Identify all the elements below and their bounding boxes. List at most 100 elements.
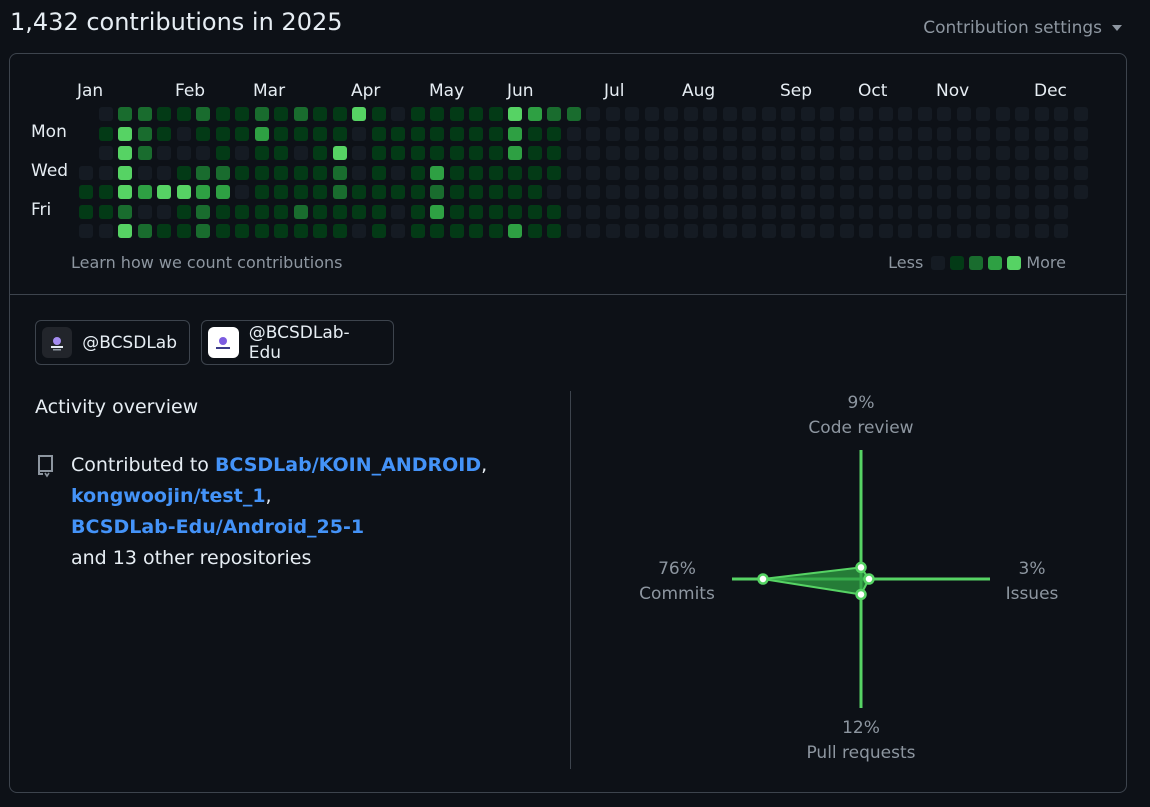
contribution-day-cell[interactable] xyxy=(274,126,288,141)
contribution-day-cell[interactable] xyxy=(410,107,425,121)
contribution-day-cell[interactable] xyxy=(98,107,113,121)
contribution-day-cell[interactable] xyxy=(956,204,971,219)
contribution-day-cell[interactable] xyxy=(566,204,581,219)
contribution-day-cell[interactable] xyxy=(332,107,347,121)
contribution-day-cell[interactable] xyxy=(1034,146,1049,160)
contribution-day-cell[interactable] xyxy=(313,107,327,121)
contribution-day-cell[interactable] xyxy=(800,224,815,238)
contribution-day-cell[interactable] xyxy=(644,185,659,199)
contribution-day-cell[interactable] xyxy=(742,107,756,121)
contribution-day-cell[interactable] xyxy=(878,185,893,199)
contribution-day-cell[interactable] xyxy=(469,185,483,199)
contribution-day-cell[interactable] xyxy=(1054,224,1068,238)
contribution-day-cell[interactable] xyxy=(742,224,756,238)
contribution-day-cell[interactable] xyxy=(118,224,132,238)
contribution-day-cell[interactable] xyxy=(157,146,171,160)
contribution-day-cell[interactable] xyxy=(781,185,795,199)
contribution-day-cell[interactable] xyxy=(176,107,191,121)
contribution-day-cell[interactable] xyxy=(1034,107,1049,121)
contribution-day-cell[interactable] xyxy=(547,224,561,238)
contribution-day-cell[interactable] xyxy=(449,165,464,180)
contribution-day-cell[interactable] xyxy=(625,107,639,121)
contribution-day-cell[interactable] xyxy=(1054,165,1068,180)
contribution-day-cell[interactable] xyxy=(956,165,971,180)
contribution-day-cell[interactable] xyxy=(878,165,893,180)
contribution-day-cell[interactable] xyxy=(98,146,113,160)
contribution-day-cell[interactable] xyxy=(488,146,503,160)
contribution-day-cell[interactable] xyxy=(800,165,815,180)
contribution-day-cell[interactable] xyxy=(293,204,308,219)
contribution-day-cell[interactable] xyxy=(352,224,366,238)
contribution-day-cell[interactable] xyxy=(449,204,464,219)
contribution-day-cell[interactable] xyxy=(352,146,366,160)
contribution-day-cell[interactable] xyxy=(878,126,893,141)
contribution-day-cell[interactable] xyxy=(683,165,698,180)
contribution-day-cell[interactable] xyxy=(605,204,620,219)
contribution-day-cell[interactable] xyxy=(937,185,951,199)
contribution-day-cell[interactable] xyxy=(683,107,698,121)
contribution-day-cell[interactable] xyxy=(547,146,561,160)
contribution-day-cell[interactable] xyxy=(137,146,152,160)
contribution-day-cell[interactable] xyxy=(878,204,893,219)
contribution-day-cell[interactable] xyxy=(410,185,425,199)
contribution-day-cell[interactable] xyxy=(547,165,561,180)
contribution-day-cell[interactable] xyxy=(898,165,912,180)
contribution-day-cell[interactable] xyxy=(937,224,951,238)
contribution-day-cell[interactable] xyxy=(391,224,405,238)
learn-contributions-link[interactable]: Learn how we count contributions xyxy=(71,253,343,272)
contribution-day-cell[interactable] xyxy=(917,185,932,199)
contribution-day-cell[interactable] xyxy=(488,185,503,199)
contribution-day-cell[interactable] xyxy=(391,126,405,141)
contribution-day-cell[interactable] xyxy=(917,146,932,160)
contribution-day-cell[interactable] xyxy=(742,126,756,141)
contribution-day-cell[interactable] xyxy=(137,107,152,121)
contribution-day-cell[interactable] xyxy=(761,146,776,160)
contribution-day-cell[interactable] xyxy=(566,165,581,180)
contribution-day-cell[interactable] xyxy=(937,146,951,160)
contribution-day-cell[interactable] xyxy=(118,107,132,121)
contribution-day-cell[interactable] xyxy=(1015,185,1029,199)
contribution-day-cell[interactable] xyxy=(566,126,581,141)
contribution-day-cell[interactable] xyxy=(722,126,737,141)
contribution-day-cell[interactable] xyxy=(1073,185,1088,199)
contribution-day-cell[interactable] xyxy=(995,224,1010,238)
repo-link[interactable]: BCSDLab/KOIN_ANDROID xyxy=(214,454,482,476)
contribution-day-cell[interactable] xyxy=(293,107,308,121)
contribution-day-cell[interactable] xyxy=(995,185,1010,199)
contribution-day-cell[interactable] xyxy=(605,185,620,199)
contribution-day-cell[interactable] xyxy=(176,146,191,160)
contribution-day-cell[interactable] xyxy=(625,146,639,160)
contribution-day-cell[interactable] xyxy=(859,185,873,199)
contribution-day-cell[interactable] xyxy=(566,224,581,238)
contribution-day-cell[interactable] xyxy=(820,204,834,219)
contribution-day-cell[interactable] xyxy=(488,126,503,141)
contribution-day-cell[interactable] xyxy=(664,185,678,199)
contribution-day-cell[interactable] xyxy=(820,165,834,180)
contribution-day-cell[interactable] xyxy=(547,126,561,141)
contribution-day-cell[interactable] xyxy=(956,107,971,121)
contribution-day-cell[interactable] xyxy=(859,224,873,238)
contribution-day-cell[interactable] xyxy=(976,146,990,160)
contribution-day-cell[interactable] xyxy=(625,165,639,180)
contribution-day-cell[interactable] xyxy=(254,146,269,160)
org-filter-bcsdlab-edu[interactable]: @BCSDLab-Edu xyxy=(201,320,394,365)
contribution-day-cell[interactable] xyxy=(118,185,132,199)
contribution-day-cell[interactable] xyxy=(956,185,971,199)
contribution-day-cell[interactable] xyxy=(352,185,366,199)
contribution-day-cell[interactable] xyxy=(703,224,717,238)
contribution-day-cell[interactable] xyxy=(371,224,386,238)
contribution-day-cell[interactable] xyxy=(917,165,932,180)
contribution-day-cell[interactable] xyxy=(839,204,854,219)
contribution-day-cell[interactable] xyxy=(79,204,93,219)
contribution-day-cell[interactable] xyxy=(605,146,620,160)
contribution-day-cell[interactable] xyxy=(352,165,366,180)
contribution-day-cell[interactable] xyxy=(878,107,893,121)
contribution-day-cell[interactable] xyxy=(254,185,269,199)
contribution-day-cell[interactable] xyxy=(313,146,327,160)
contribution-day-cell[interactable] xyxy=(293,224,308,238)
contribution-day-cell[interactable] xyxy=(137,204,152,219)
contribution-day-cell[interactable] xyxy=(215,224,230,238)
contribution-day-cell[interactable] xyxy=(157,204,171,219)
contribution-day-cell[interactable] xyxy=(332,126,347,141)
contribution-day-cell[interactable] xyxy=(859,165,873,180)
